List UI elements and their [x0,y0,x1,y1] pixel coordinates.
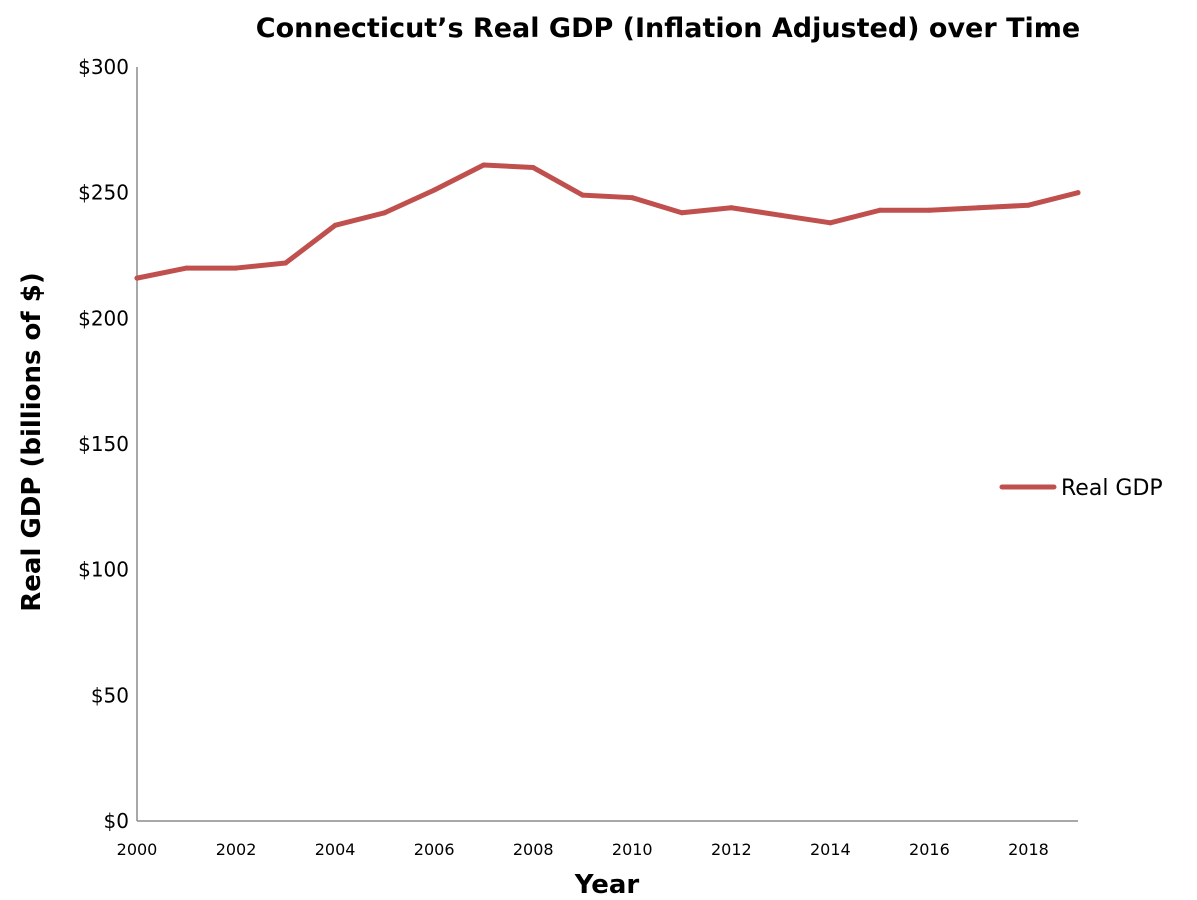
data-point [976,205,982,211]
x-tick-label: 2004 [315,840,356,859]
y-tick-label: $0 [104,809,129,833]
data-point [778,212,784,218]
data-point [530,165,536,171]
legend: Real GDP [999,476,1163,501]
x-tick-label: 2014 [810,840,851,859]
data-point [679,210,685,216]
data-point [382,210,388,216]
data-point [134,275,140,281]
data-point [877,207,883,213]
data-point [827,220,833,226]
y-tick-label: $200 [78,306,129,330]
chart-title: Connecticut’s Real GDP (Inflation Adjust… [256,13,1080,44]
data-point [431,187,437,193]
y-ticks: $0 $50 $100 $150 $200 $250 $300 [78,55,129,833]
data-point [629,195,635,201]
data-point [481,162,487,168]
data-point [283,260,289,266]
data-point [580,192,586,198]
data-point [184,265,190,271]
data-point [926,207,932,213]
y-tick-label: $250 [78,181,129,205]
x-ticks: 2000 2002 2004 2006 2008 2010 2012 2014 2016 2018 [117,840,1049,859]
data-point [728,205,734,211]
data-point [332,222,338,228]
series-line-real-gdp [134,162,1081,281]
data-point [1025,202,1031,208]
x-tick-label: 2010 [612,840,653,859]
x-axis-label: Year [574,870,640,900]
x-tick-label: 2008 [513,840,554,859]
x-tick-label: 2006 [414,840,455,859]
x-tick-label: 2000 [117,840,158,859]
x-tick-label: 2002 [216,840,257,859]
x-tick-label: 2012 [711,840,752,859]
y-tick-label: $100 [78,558,129,582]
y-tick-label: $300 [78,55,129,79]
y-tick-label: $150 [78,432,129,456]
x-tick-label: 2016 [909,840,950,859]
data-point [233,265,239,271]
legend-label-real-gdp: Real GDP [1061,476,1163,501]
data-point [1075,190,1081,196]
y-tick-label: $50 [91,683,129,707]
y-axis-label: Real GDP (billions of $) [17,272,47,611]
series-layer [134,162,1081,281]
x-tick-label: 2018 [1008,840,1049,859]
